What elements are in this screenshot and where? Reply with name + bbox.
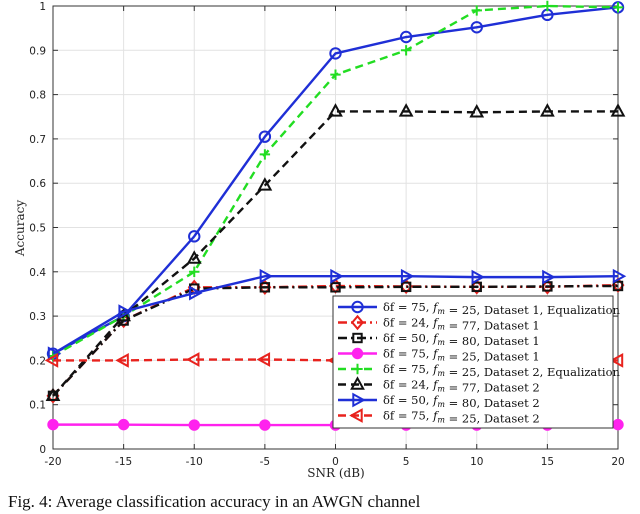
- y-tick-label-7: 0.7: [29, 134, 46, 146]
- legend: δf = 75, fm = 25, Dataset 1, Equalizatio…: [333, 296, 621, 428]
- y-tick-label-5: 0.5: [29, 223, 46, 235]
- data-point-s3-0: [48, 420, 57, 429]
- figure-caption: Fig. 4: Average classification accuracy …: [8, 490, 640, 514]
- y-tick-label-2: 0.2: [29, 355, 46, 367]
- data-point-s3-3: [260, 420, 269, 429]
- y-tick-label-3: 0.3: [29, 311, 46, 323]
- data-point-s4-6: [472, 5, 482, 15]
- data-point-s3-1: [119, 420, 128, 429]
- x-tick-label-1: -15: [115, 456, 132, 468]
- y-axis-label: Accuracy: [13, 200, 27, 257]
- x-axis-label: SNR (dB): [307, 466, 364, 480]
- y-tick-label-6: 0.6: [29, 178, 46, 190]
- legend-swatch-marker-3: [353, 349, 362, 358]
- data-point-s3-8: [613, 420, 622, 429]
- x-tick-label-0: -20: [44, 456, 61, 468]
- y-tick-label-9: 0.9: [29, 45, 46, 57]
- data-point-s3-2: [190, 420, 199, 429]
- y-tick-label-4: 0.4: [29, 267, 46, 279]
- x-tick-label-8: 20: [611, 456, 624, 468]
- x-tick-label-3: -5: [260, 456, 270, 468]
- x-tick-label-6: 10: [470, 456, 483, 468]
- y-tick-label-8: 0.8: [29, 90, 46, 102]
- data-point-s4-7: [542, 1, 552, 11]
- data-point-s4-4: [330, 69, 340, 79]
- x-tick-label-2: -10: [186, 456, 203, 468]
- x-tick-label-5: 5: [403, 456, 410, 468]
- y-tick-label-0: 0: [39, 444, 46, 456]
- y-tick-label-10: 1: [39, 1, 46, 13]
- x-tick-label-7: 15: [541, 456, 554, 468]
- y-tick-label-1: 0.1: [29, 400, 46, 412]
- data-point-s4-5: [401, 45, 411, 55]
